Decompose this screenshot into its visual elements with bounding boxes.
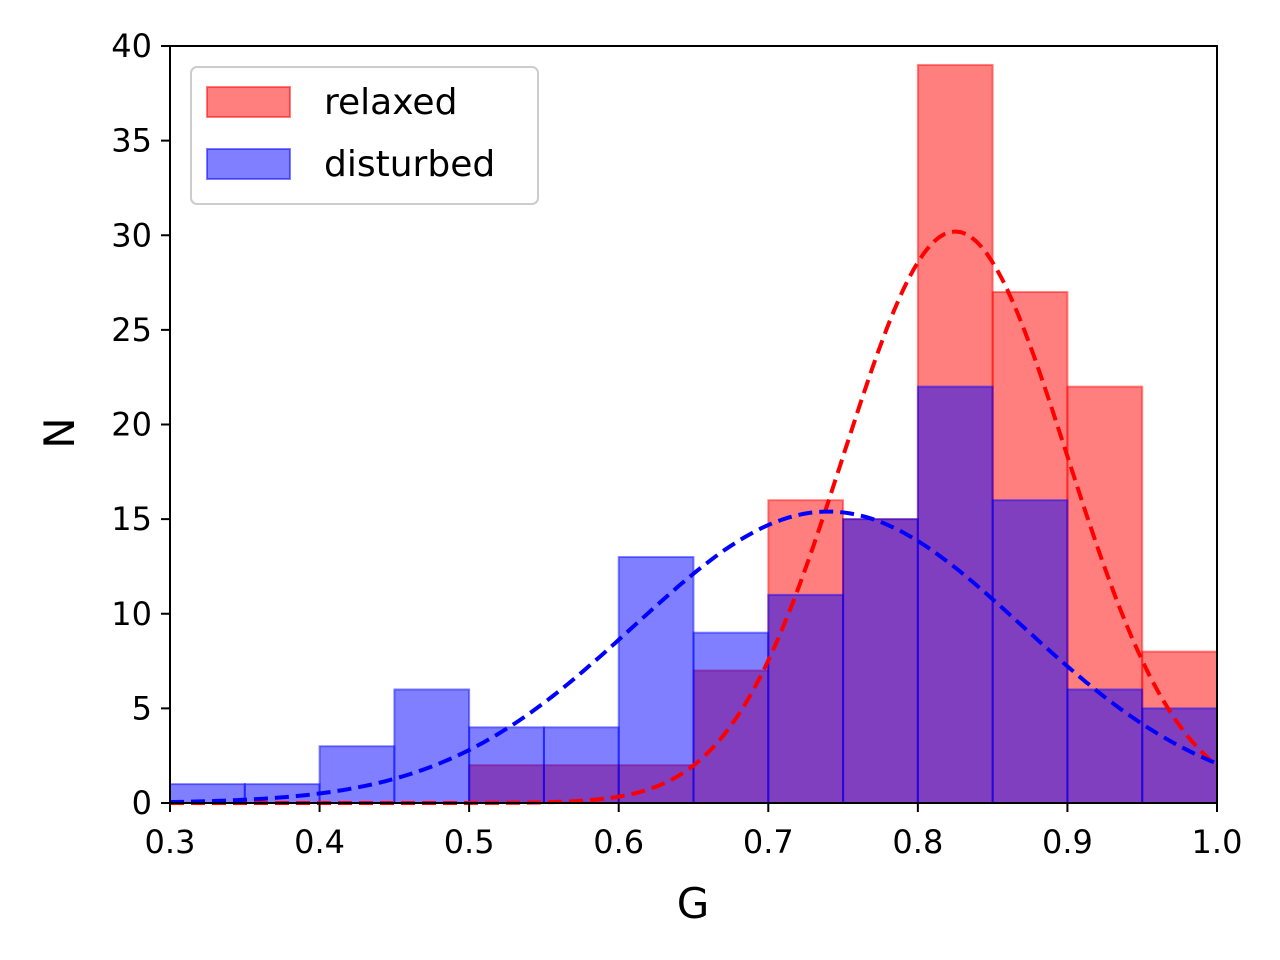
y-tick-label: 15	[111, 500, 152, 538]
y-tick-label: 25	[111, 311, 152, 349]
x-tick-label: 0.8	[892, 823, 943, 861]
y-tick-label: 10	[111, 595, 152, 633]
x-tick-label: 1.0	[1192, 823, 1243, 861]
legend-label-relaxed: relaxed	[324, 82, 457, 123]
y-tick-label: 40	[111, 27, 152, 65]
disturbed-bar	[393, 688, 471, 805]
disturbed-bar	[692, 631, 770, 804]
disturbed-bar	[617, 555, 695, 804]
x-tick-label: 0.6	[593, 823, 644, 861]
y-tick-label: 5	[132, 689, 152, 727]
x-axis-ticks: 0.3 0.4 0.5 0.6 0.7 0.8 0.9 1.0	[145, 803, 1243, 861]
y-tick-label: 20	[111, 406, 152, 444]
y-tick-label: 30	[111, 216, 152, 254]
y-tick-label: 0	[132, 784, 152, 822]
y-tick-label: 35	[111, 122, 152, 160]
disturbed-bar	[468, 726, 545, 804]
legend-swatch-disturbed	[206, 148, 291, 180]
x-tick-label: 0.3	[145, 823, 196, 861]
disturbed-bar	[916, 385, 994, 804]
x-tick-label: 0.4	[294, 823, 345, 861]
x-tick-label: 0.9	[1042, 823, 1093, 861]
disturbed-bar	[842, 518, 919, 804]
disturbed-bar	[991, 499, 1069, 804]
legend-swatch-relaxed	[206, 86, 291, 118]
y-axis-label: N	[35, 417, 84, 448]
legend: relaxed disturbed	[190, 66, 539, 205]
disturbed-bar	[318, 745, 396, 804]
x-axis-label: G	[677, 879, 710, 928]
disturbed-bars	[169, 385, 1218, 805]
x-tick-label: 0.5	[444, 823, 495, 861]
disturbed-bar	[1066, 688, 1144, 805]
legend-label-disturbed: disturbed	[324, 144, 495, 185]
disturbed-bar	[767, 593, 845, 805]
disturbed-fit-curve	[169, 509, 1218, 805]
y-axis-ticks: 0 5 10 15 20 25 30 35 40	[111, 27, 170, 822]
disturbed-bar	[542, 726, 620, 804]
x-tick-label: 0.7	[743, 823, 794, 861]
